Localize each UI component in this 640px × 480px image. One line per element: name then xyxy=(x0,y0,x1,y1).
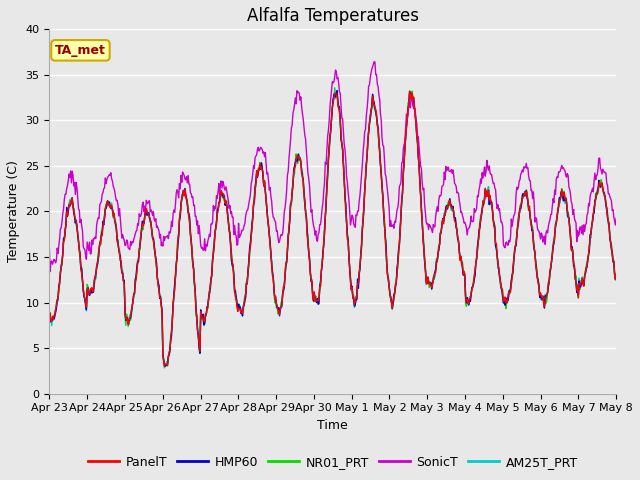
NR01_PRT xyxy=(114,237,122,242)
SonicT xyxy=(371,59,378,65)
HMP60 xyxy=(420,246,428,252)
SonicT xyxy=(403,116,411,122)
AM25T_PRT xyxy=(202,312,210,317)
AM25T_PRT xyxy=(114,239,122,245)
PanelT xyxy=(612,271,620,277)
Title: Alfalfa Temperatures: Alfalfa Temperatures xyxy=(247,7,419,25)
Line: SonicT: SonicT xyxy=(49,62,616,272)
HMP60 xyxy=(202,312,210,317)
NR01_PRT xyxy=(172,263,180,269)
HMP60 xyxy=(172,261,180,266)
AM25T_PRT xyxy=(420,245,428,251)
SonicT xyxy=(420,185,428,191)
Line: PanelT: PanelT xyxy=(49,92,616,366)
Line: HMP60: HMP60 xyxy=(49,91,616,366)
NR01_PRT xyxy=(420,240,428,246)
SonicT xyxy=(115,213,123,219)
SonicT xyxy=(612,216,620,221)
HMP60 xyxy=(612,274,620,280)
NR01_PRT xyxy=(56,279,63,285)
Line: AM25T_PRT: AM25T_PRT xyxy=(49,90,616,368)
AM25T_PRT xyxy=(403,115,411,121)
AM25T_PRT xyxy=(161,365,168,371)
Legend: PanelT, HMP60, NR01_PRT, SonicT, AM25T_PRT: PanelT, HMP60, NR01_PRT, SonicT, AM25T_P… xyxy=(83,451,583,474)
HMP60 xyxy=(161,363,169,369)
NR01_PRT xyxy=(331,85,339,91)
NR01_PRT xyxy=(164,363,172,369)
AM25T_PRT xyxy=(172,262,180,268)
HMP60 xyxy=(333,88,341,94)
AM25T_PRT xyxy=(56,282,63,288)
Line: NR01_PRT: NR01_PRT xyxy=(49,88,616,366)
X-axis label: Time: Time xyxy=(317,419,348,432)
PanelT xyxy=(114,240,122,246)
SonicT xyxy=(56,226,64,232)
PanelT xyxy=(406,89,413,95)
PanelT xyxy=(172,262,180,267)
SonicT xyxy=(202,241,210,247)
PanelT xyxy=(56,280,63,286)
PanelT xyxy=(161,363,168,369)
PanelT xyxy=(45,312,53,318)
SonicT xyxy=(45,245,53,251)
NR01_PRT xyxy=(202,313,210,319)
NR01_PRT xyxy=(612,274,620,280)
HMP60 xyxy=(45,311,53,317)
AM25T_PRT xyxy=(331,87,339,93)
AM25T_PRT xyxy=(612,271,620,276)
PanelT xyxy=(202,312,210,317)
AM25T_PRT xyxy=(45,314,53,320)
NR01_PRT xyxy=(403,116,411,121)
NR01_PRT xyxy=(45,311,53,316)
SonicT xyxy=(46,269,54,275)
HMP60 xyxy=(114,239,122,245)
PanelT xyxy=(403,125,410,131)
HMP60 xyxy=(56,279,63,285)
HMP60 xyxy=(403,114,411,120)
Y-axis label: Temperature (C): Temperature (C) xyxy=(7,160,20,263)
Text: TA_met: TA_met xyxy=(55,44,106,57)
PanelT xyxy=(420,245,428,251)
SonicT xyxy=(172,190,180,196)
